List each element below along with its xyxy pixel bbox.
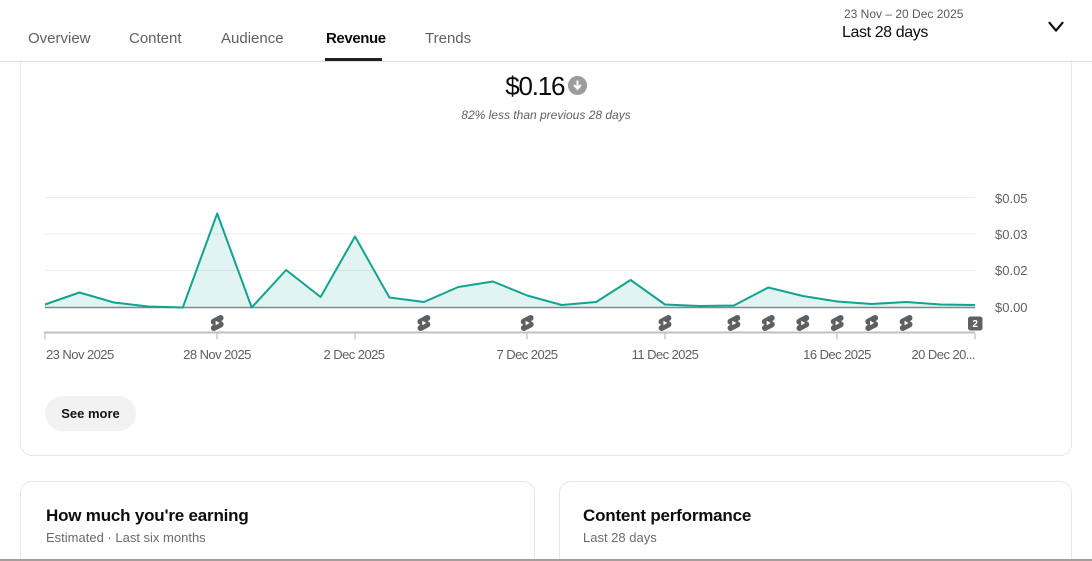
svg-text:2: 2 [972, 319, 978, 330]
